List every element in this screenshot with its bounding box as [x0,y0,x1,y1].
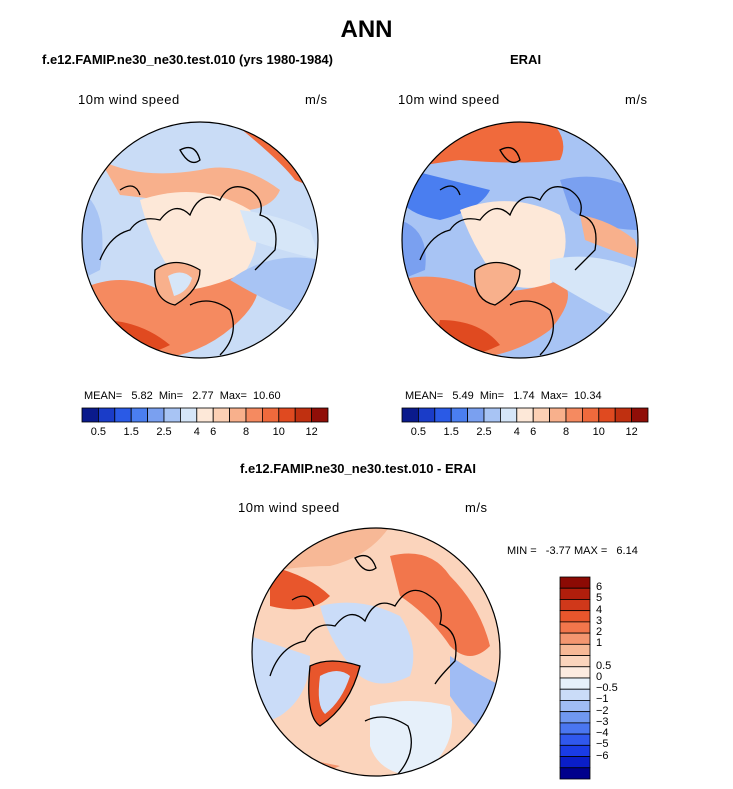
colorbar-tick-label: 6 [210,426,217,438]
colorbar-swatch [114,407,132,423]
colorbar-swatch [559,756,591,769]
colorbar-tick-label: −5 [596,738,609,751]
colorbar-tick-label: 0.5 [90,426,107,438]
colorbar-swatch [549,407,567,423]
colorbar-swatch [559,655,591,668]
colorbar-swatch [565,407,583,423]
colorbar-swatch [229,407,247,423]
colorbar-swatch [559,688,591,701]
colorbar-tick-label: 6 [596,581,603,594]
colorbar-tick-label: 6 [530,426,537,438]
colorbar-swatch [401,407,419,423]
colorbar-tick-label: 12 [305,426,318,438]
colorbar-swatch [467,407,485,423]
colorbar-tick-label: 12 [625,426,638,438]
colorbar-swatch [559,599,591,612]
colorbar-swatch [81,407,99,423]
colorbar-swatch [559,744,591,757]
colorbar-swatch [278,407,296,423]
colorbar-tick-label: 3 [596,614,603,627]
colorbar-tick-label: 1.5 [123,426,139,438]
diff-polar-map [251,527,501,777]
colorbar-tick-label: −1 [596,693,609,706]
model-variable-label: 10m wind speed [78,92,180,107]
colorbar-tick-label: 0.5 [410,426,427,438]
colorbar-swatch [434,407,452,423]
colorbar-swatch [196,407,214,423]
colorbar-swatch [417,407,436,423]
colorbar-swatch [559,677,591,690]
colorbar-swatch [559,610,591,623]
colorbar-tick-label: 10 [272,426,285,438]
colorbar-swatch [559,767,591,780]
colorbar-swatch [450,407,469,423]
model-colorbar [81,407,329,423]
obs-stats: MEAN= 5.49 Min= 1.74 Max= 10.34 [405,390,602,402]
colorbar-swatch [559,576,591,589]
diff-variable-label: 10m wind speed [238,500,340,515]
colorbar-tick-label: 2.5 [476,426,492,438]
colorbar-tick-label: 1.5 [443,426,459,438]
diff-units-label: m/s [465,500,488,515]
colorbar-swatch [631,407,649,423]
colorbar-swatch [180,407,198,423]
colorbar-tick-label: 4 [513,426,520,438]
obs-colorbar [401,407,649,423]
colorbar-swatch [212,407,230,423]
model-polar-map [81,121,319,359]
obs-panel-title: ERAI [510,52,542,67]
colorbar-tick-label: −2 [596,704,609,717]
colorbar-swatch [559,621,591,634]
colorbar-swatch [559,643,591,656]
colorbar-swatch [559,722,591,735]
colorbar-tick-label: −3 [596,715,609,728]
model-panel-title: f.e12.FAMIP.ne30_ne30.test.010 (yrs 1980… [42,52,333,67]
colorbar-swatch [500,407,518,423]
obs-units-label: m/s [625,92,648,107]
colorbar-tick-label: 4 [193,426,200,438]
colorbar-swatch [598,407,616,423]
colorbar-tick-label: 5 [596,592,603,605]
colorbar-swatch [559,711,591,724]
diff-panel-title: f.e12.FAMIP.ne30_ne30.test.010 - ERAI [240,461,477,476]
model-units-label: m/s [305,92,328,107]
colorbar-swatch [311,407,329,423]
obs-variable-label: 10m wind speed [398,92,500,107]
colorbar-tick-label: −6 [596,749,609,762]
colorbar-swatch [294,407,312,423]
colorbar-tick-label: −4 [596,727,609,740]
colorbar-swatch [559,666,591,679]
colorbar-tick-label: 2.5 [156,426,172,438]
colorbar-swatch [261,407,280,423]
colorbar-swatch [532,407,550,423]
colorbar-tick-label: 8 [242,426,250,438]
colorbar-swatch [483,407,501,423]
colorbar-swatch [559,700,591,713]
diff-stats: MIN = -3.77 MAX = 6.14 [507,545,638,557]
obs-polar-map [401,121,639,359]
colorbar-swatch [559,587,591,600]
colorbar-tick-label: 10 [592,426,605,438]
colorbar-swatch [97,407,116,423]
colorbar-tick-label: 4 [596,603,603,616]
colorbar-swatch [130,407,149,423]
colorbar-swatch [147,407,165,423]
colorbar-tick-label: 8 [562,426,570,438]
colorbar-tick-label: 0.5 [596,659,612,672]
colorbar-swatch [516,407,534,423]
colorbar-tick-label: 1 [596,637,603,650]
colorbar-tick-label: 2 [596,626,603,639]
colorbar-swatch [614,407,632,423]
colorbar-tick-label: 0 [596,671,603,683]
colorbar-swatch [559,632,591,645]
diff-colorbar [559,576,591,780]
main-title: ANN [340,16,393,43]
colorbar-swatch [559,733,591,746]
colorbar-swatch [163,407,181,423]
colorbar-swatch [245,407,263,423]
model-stats: MEAN= 5.82 Min= 2.77 Max= 10.60 [84,390,281,402]
colorbar-swatch [581,407,600,423]
colorbar-tick-label: −0.5 [596,682,618,695]
